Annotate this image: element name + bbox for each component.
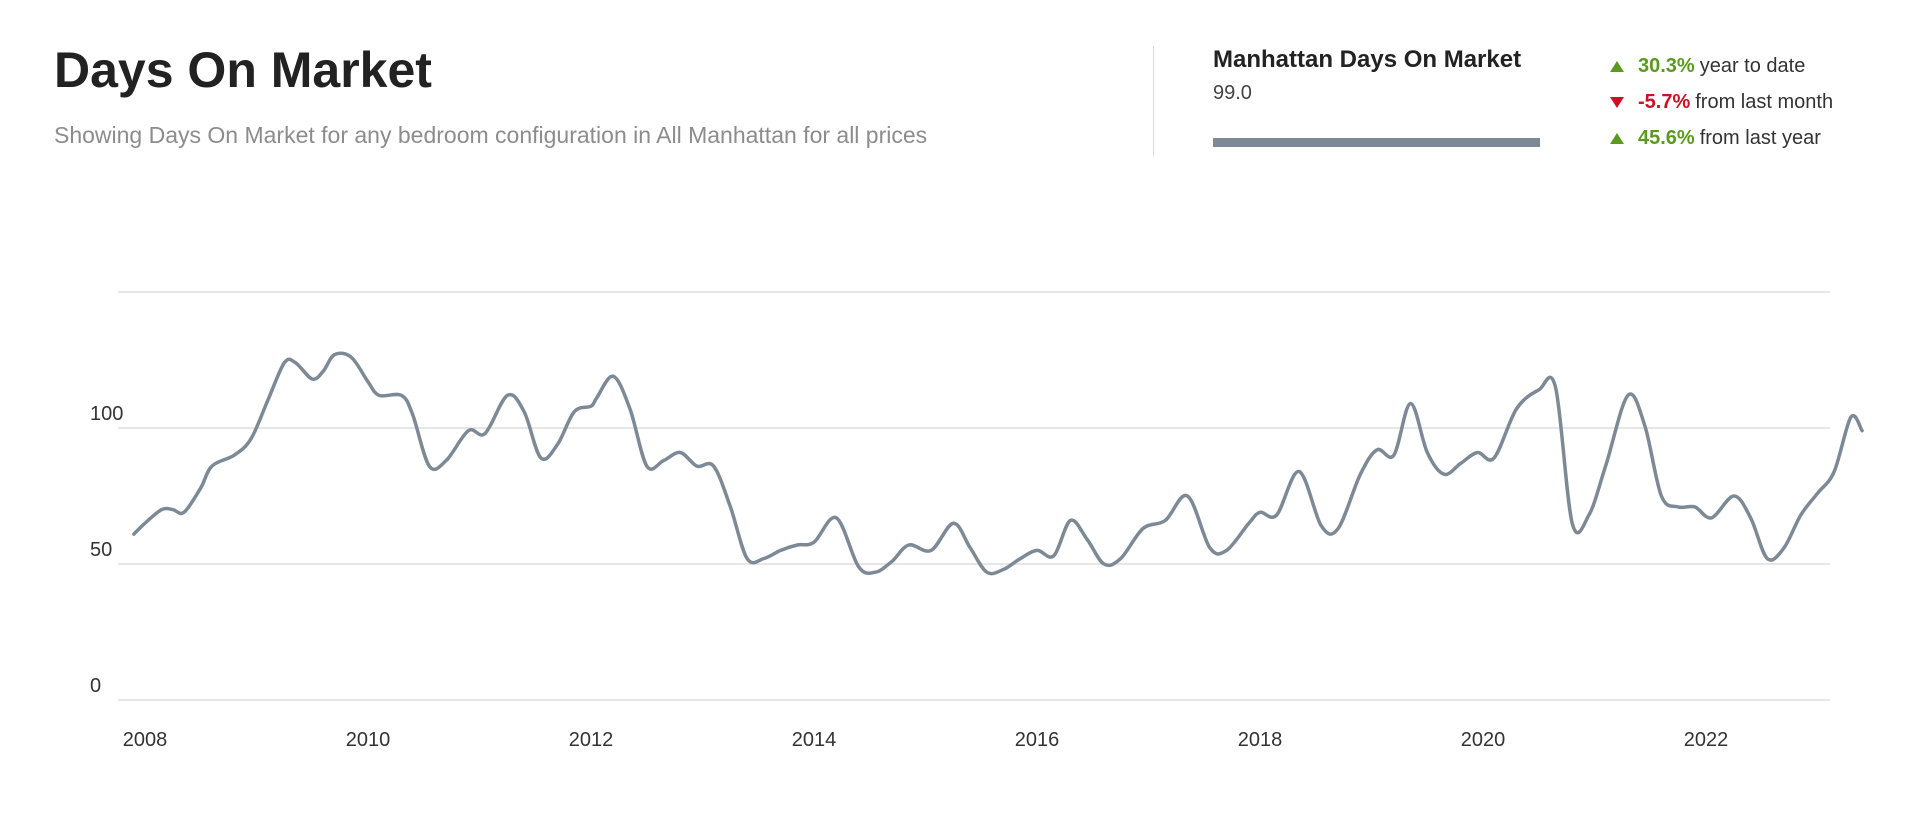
y-tick-label: 0 [90,675,101,697]
stat-label: from last month [1695,90,1834,113]
stats-list: 30.3% year to date -5.7% from last month… [1608,48,1908,156]
x-tick-label: 2012 [569,729,614,751]
summary-value: 99.0 [1213,82,1252,104]
stat-label: from last year [1699,126,1821,149]
stat-label: year to date [1699,54,1806,77]
x-tick-label: 2010 [346,729,391,751]
triangle-down-icon [1610,96,1624,108]
header: Days On Market Showing Days On Market fo… [54,40,1114,150]
y-tick-label: 50 [90,539,112,561]
summary-panel: Manhattan Days On Market 99.0 [1213,44,1543,147]
triangle-up-icon [1610,132,1624,144]
stat-value: 45.6% [1638,126,1695,149]
x-tick-label: 2018 [1238,729,1283,751]
series-line [132,351,1864,576]
summary-title: Manhattan Days On Market [1213,46,1522,73]
x-tick-label: 2014 [792,729,837,751]
x-tick-label: 2016 [1015,729,1060,751]
x-tick-label: 2008 [123,729,168,751]
y-tick-label: 100 [90,403,123,425]
stat-last-year: 45.6% from last year [1608,120,1908,156]
x-tick-label: 2022 [1684,729,1729,751]
summary-bar [1213,138,1540,147]
page-title: Days On Market [54,42,432,98]
triangle-up-icon [1610,60,1624,72]
x-tick-label: 2020 [1461,729,1506,751]
page-subtitle: Showing Days On Market for any bedroom c… [54,122,928,148]
stat-value: 30.3% [1638,54,1695,77]
stat-last-month: -5.7% from last month [1608,84,1908,120]
header-divider [1153,46,1154,156]
stat-value: -5.7% [1638,90,1691,113]
stat-year-to-date: 30.3% year to date [1608,48,1908,84]
